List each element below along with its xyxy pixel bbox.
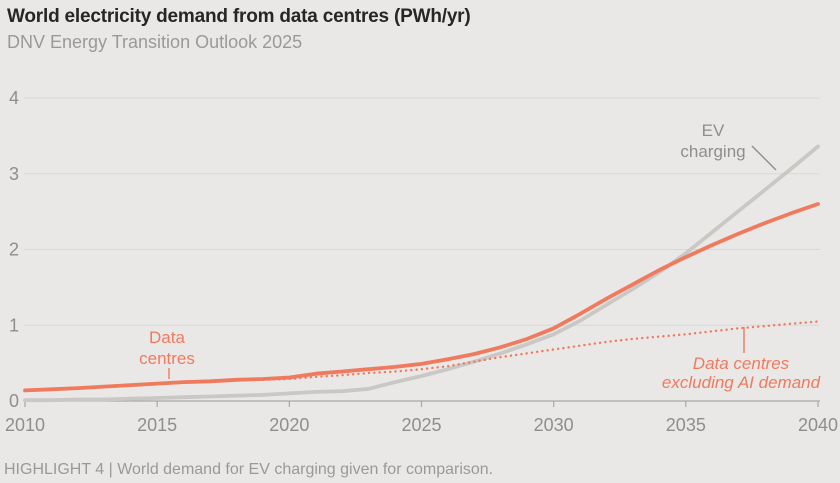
y-tick-label: 0 [9, 391, 19, 411]
x-tick-label: 2025 [401, 415, 441, 435]
ev-charging-label-line2: charging [680, 142, 746, 161]
excluding-ai-label-line1: Data centres [692, 354, 790, 373]
ev-charging-leader-line [751, 145, 777, 171]
x-tick-label: 2035 [666, 415, 706, 435]
series-layer [23, 144, 820, 403]
data-centres-label-line2: centres [139, 349, 195, 368]
data-centres-excluding-ai-label: Data centres excluding AI demand [602, 354, 840, 392]
highlight-caption: HIGHLIGHT 4 | World demand for EV chargi… [4, 461, 494, 478]
x-tick-label: 2015 [137, 415, 177, 435]
page-title: World electricity demand from data centr… [7, 6, 471, 27]
ev-charging-label-line1: EV [701, 121, 725, 140]
leader-layer [168, 145, 777, 379]
x-tick-label: 2030 [534, 415, 574, 435]
series-line-ev-charging [23, 144, 820, 403]
excluding-ai-label-line2: excluding AI demand [661, 373, 821, 392]
series-line-data-centres [23, 202, 820, 393]
y-tick-label: 2 [9, 240, 19, 260]
y-tick-label: 3 [9, 164, 19, 184]
grid-layer: 0 1 2 3 4 2010 2015 2020 2025 2030 2035 2040 [5, 88, 838, 435]
data-centres-label-line1: Data [149, 328, 185, 347]
page-subtitle: DNV Energy Transition Outlook 2025 [7, 32, 303, 52]
ev-charging-label: EV charging [653, 120, 773, 162]
x-tick-label: 2040 [798, 415, 838, 435]
y-tick-label: 1 [9, 315, 19, 335]
x-tick-label: 2010 [5, 415, 45, 435]
x-tick-label: 2020 [269, 415, 309, 435]
y-tick-label: 4 [9, 88, 19, 108]
data-centres-label: Data centres [115, 327, 219, 369]
